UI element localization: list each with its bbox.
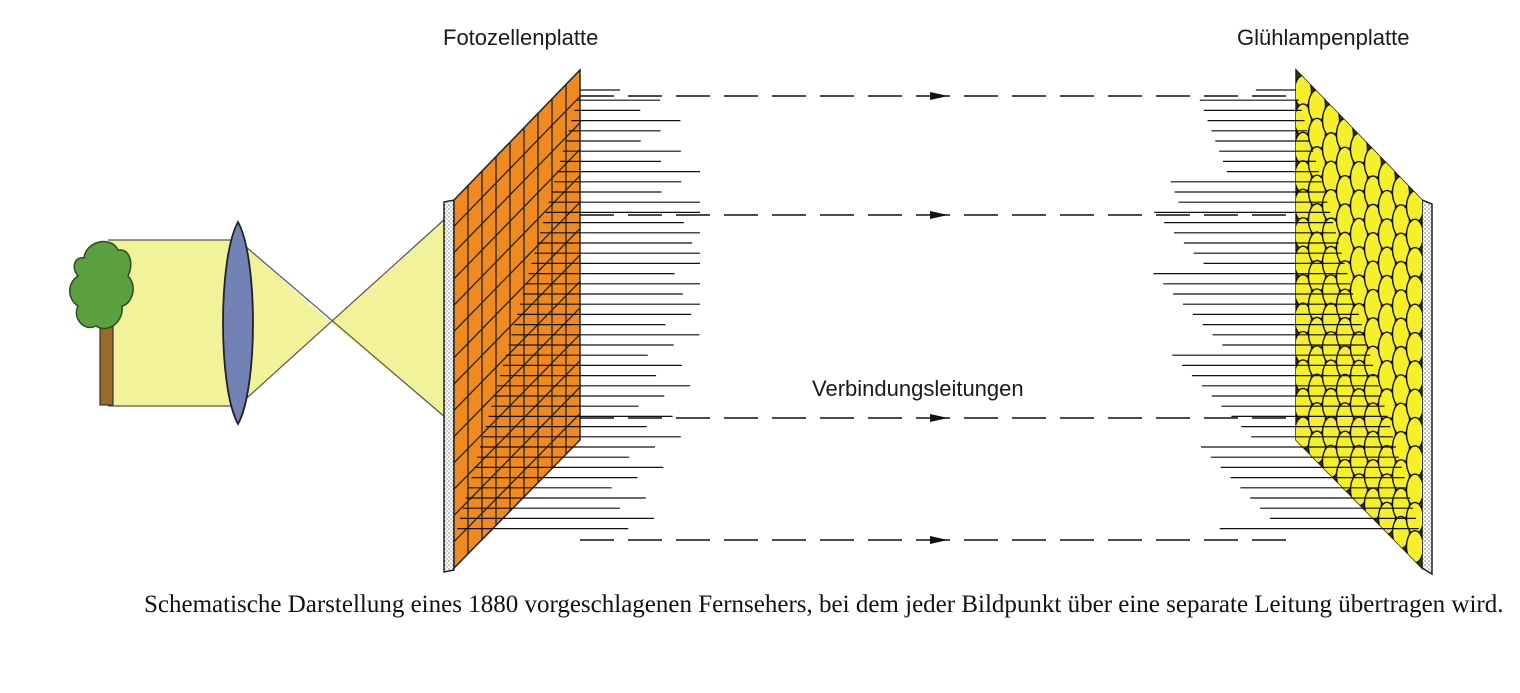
light-beam [108,217,447,419]
grid-line [454,148,580,280]
grid-line [454,254,580,385]
grid-line [454,95,580,227]
lamp-bulb [1405,331,1422,366]
lamp-bulb [1405,530,1422,564]
arrow-icon [930,211,948,219]
lamp-bulb [1405,473,1422,507]
connection-wires [457,89,1419,530]
arrow-icon [930,92,948,100]
figure-caption: Schematische Darstellung eines 1880 vorg… [144,591,1504,618]
lamp-bulb [1405,445,1422,479]
lamp-bulb [1405,275,1422,309]
arrow-icon [930,536,948,544]
lamp-bulb [1405,246,1422,281]
signal-arrows [580,92,1296,544]
grid-line [454,228,580,359]
lamp-plate-label: Glühlampenplatte [1237,25,1410,50]
grid-line [454,386,580,516]
tree-icon [69,240,134,406]
grid-line [454,122,580,254]
photocell-plate [443,68,581,573]
wires-label: Verbindungsleitungen [812,376,1024,401]
lens-icon [222,220,254,426]
photocell-plate-label: Fotozellenplatte [443,25,599,50]
tree-foliage [69,240,134,330]
lamp-bulb [1405,303,1422,337]
lamp-bulb [1405,360,1422,394]
arrow-icon [930,414,948,422]
grid-line [454,201,580,332]
photocell-plate-edge [443,199,455,573]
lamp-bulb [1405,416,1422,451]
lamp-bulb [1405,218,1422,252]
lamp-plate [1295,68,1433,576]
lamp-bulb [1405,388,1422,422]
grid-line [454,175,580,306]
grid-line [454,307,580,438]
lamp-bulb [1405,190,1422,224]
lamp-plate-edge [1421,198,1433,576]
grid-line [454,280,580,411]
